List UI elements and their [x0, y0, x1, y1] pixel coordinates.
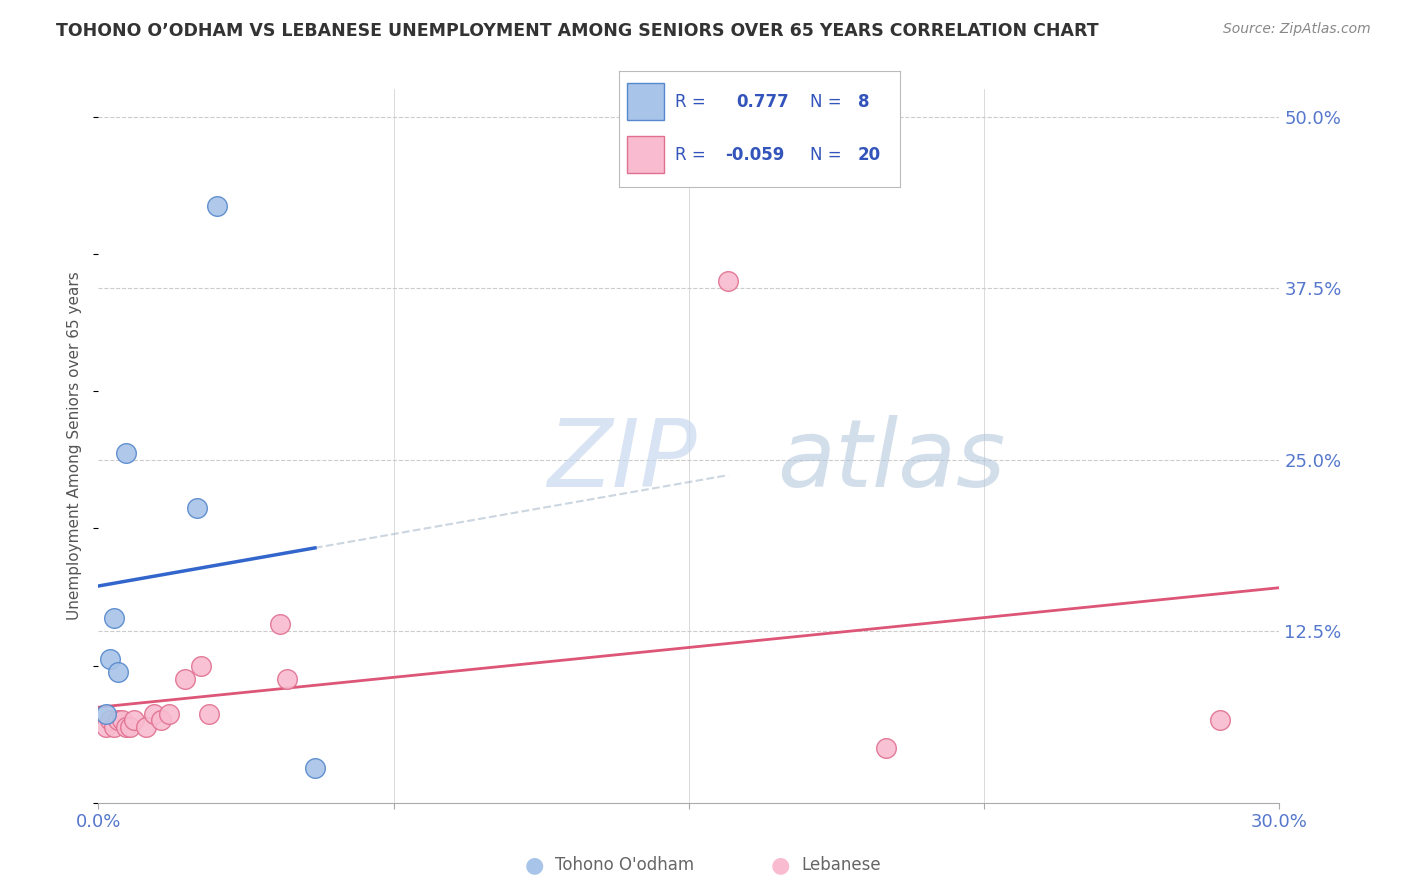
- Point: [205, 199, 228, 213]
- Point: [118, 720, 141, 734]
- Point: [717, 274, 740, 288]
- Point: [98, 714, 121, 728]
- Point: [190, 658, 212, 673]
- Text: N =: N =: [810, 146, 841, 164]
- Text: 20: 20: [858, 146, 880, 164]
- Text: N =: N =: [810, 93, 841, 111]
- Point: [875, 740, 897, 755]
- Point: [115, 446, 138, 460]
- Point: [304, 762, 326, 776]
- Point: [96, 720, 118, 734]
- Text: Lebanese: Lebanese: [801, 856, 882, 874]
- Point: [98, 651, 121, 665]
- Text: 0.777: 0.777: [737, 93, 790, 111]
- Point: [115, 720, 138, 734]
- Text: Source: ZipAtlas.com: Source: ZipAtlas.com: [1223, 22, 1371, 37]
- Point: [269, 617, 291, 632]
- Point: [122, 714, 145, 728]
- Text: 8: 8: [858, 93, 869, 111]
- Point: [103, 610, 125, 624]
- Text: ZIP: ZIP: [547, 415, 697, 506]
- Text: Tohono O'odham: Tohono O'odham: [555, 856, 695, 874]
- Point: [111, 714, 134, 728]
- Text: ●: ●: [770, 855, 790, 875]
- Text: R =: R =: [675, 93, 706, 111]
- Text: ●: ●: [524, 855, 544, 875]
- Point: [276, 673, 298, 687]
- Y-axis label: Unemployment Among Seniors over 65 years: Unemployment Among Seniors over 65 years: [67, 272, 83, 620]
- Point: [197, 706, 219, 721]
- Point: [1209, 714, 1232, 728]
- Bar: [627, 136, 664, 173]
- Text: atlas: atlas: [778, 415, 1005, 506]
- Point: [157, 706, 180, 721]
- Point: [174, 673, 197, 687]
- Point: [135, 720, 157, 734]
- Point: [150, 714, 173, 728]
- Text: -0.059: -0.059: [725, 146, 785, 164]
- Text: TOHONO O’ODHAM VS LEBANESE UNEMPLOYMENT AMONG SENIORS OVER 65 YEARS CORRELATION : TOHONO O’ODHAM VS LEBANESE UNEMPLOYMENT …: [56, 22, 1099, 40]
- Text: R =: R =: [675, 146, 706, 164]
- Point: [107, 665, 129, 680]
- Point: [186, 500, 208, 515]
- Bar: [627, 83, 664, 120]
- Point: [96, 706, 118, 721]
- Point: [103, 720, 125, 734]
- Point: [107, 714, 129, 728]
- Point: [142, 706, 165, 721]
